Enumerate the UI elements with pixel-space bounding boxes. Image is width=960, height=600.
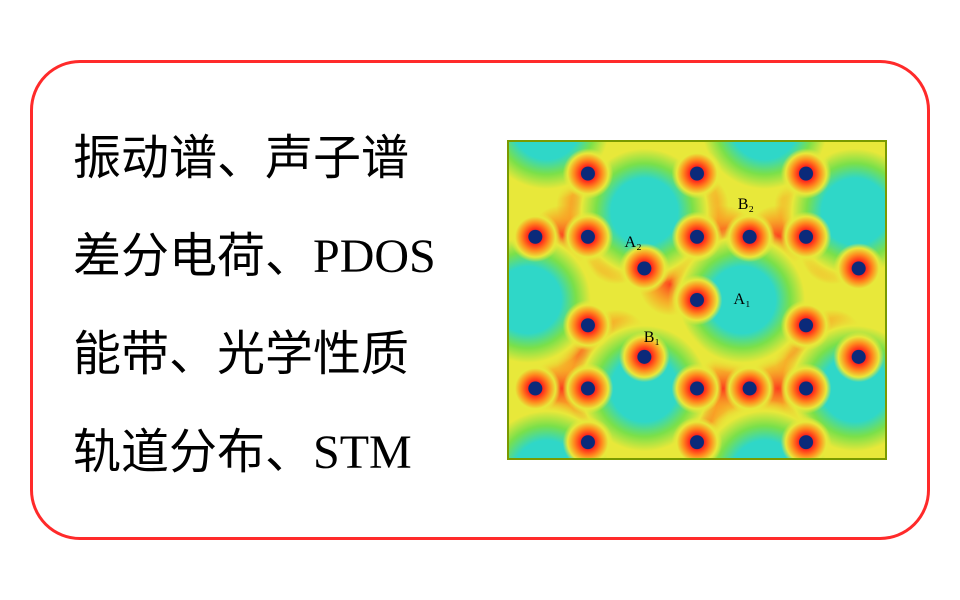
heatmap-label: A₁ bbox=[734, 291, 751, 309]
line-3: 能带、光学性质 bbox=[73, 314, 507, 384]
text-column: 振动谱、声子谱 差分电荷、PDOS 能带、光学性质 轨道分布、STM bbox=[73, 118, 507, 482]
line-2: 差分电荷、PDOS bbox=[73, 216, 507, 286]
heatmap-label: B₁ bbox=[644, 329, 660, 347]
heatmap-label: A₂ bbox=[625, 234, 642, 252]
line-1: 振动谱、声子谱 bbox=[73, 118, 507, 188]
heatmap-label: B₂ bbox=[738, 196, 754, 214]
charge-density-heatmap: B₂ A₂ A₁ B₁ bbox=[507, 140, 887, 460]
line-4: 轨道分布、STM bbox=[73, 412, 507, 482]
heatmap-svg bbox=[509, 142, 885, 458]
info-card: 振动谱、声子谱 差分电荷、PDOS 能带、光学性质 轨道分布、STM B₂ A₂ A… bbox=[30, 60, 930, 540]
